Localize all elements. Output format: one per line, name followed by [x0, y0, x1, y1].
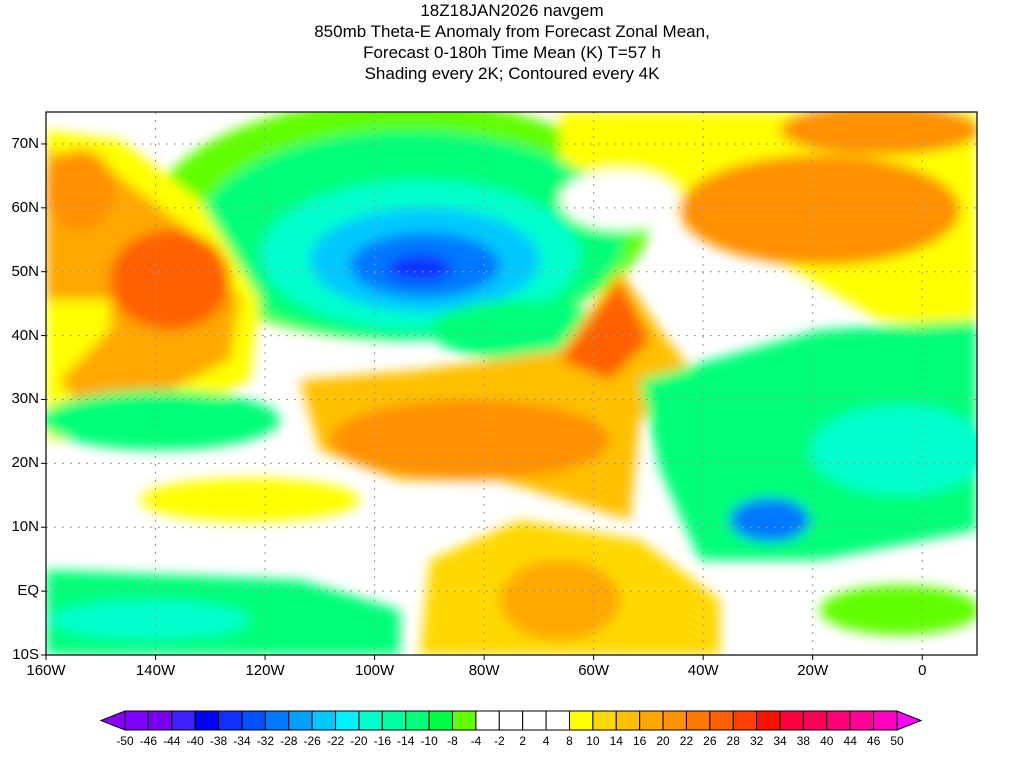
colorbar-label: -8 — [447, 734, 458, 748]
colorbar-swatch — [779, 710, 804, 731]
colorbar-swatch — [802, 710, 828, 731]
lon-label: 60W — [578, 662, 610, 679]
colorbar-label: -40 — [186, 734, 204, 748]
colorbar-label: -34 — [233, 734, 251, 748]
lon-label: 100W — [354, 662, 395, 679]
colorbar-swatch — [428, 710, 454, 731]
colorbar-swatch — [756, 710, 781, 731]
colorbar — [99, 710, 923, 731]
colorbar-label: -28 — [280, 734, 298, 748]
colorbar-swatch — [639, 710, 664, 731]
lon-label: 0 — [918, 662, 927, 679]
lon-label: 20W — [797, 662, 829, 679]
colorbar-swatch — [826, 710, 851, 731]
colorbar-swatch — [241, 710, 266, 731]
colorbar-label: -32 — [256, 734, 275, 748]
colorbar-swatch — [381, 710, 407, 731]
colorbar-low-arrow — [99, 710, 126, 731]
colorbar-label: 16 — [632, 734, 647, 748]
lon-label: 80W — [468, 662, 500, 679]
colorbar-label: -20 — [350, 734, 368, 748]
lat-label: 50N — [11, 262, 39, 280]
colorbar-label: 22 — [679, 734, 694, 748]
lat-label: 60N — [11, 198, 39, 216]
lat-label: 70N — [11, 134, 39, 152]
lon-label: 40W — [687, 662, 719, 679]
colorbar-swatch — [849, 710, 875, 731]
colorbar-label: -26 — [303, 734, 321, 748]
colorbar-label: 28 — [726, 734, 740, 748]
lon-label: 120W — [245, 662, 285, 679]
title-line-3: Forecast 0-180h Time Mean (K) T=57 h — [363, 43, 661, 62]
colorbar-label: 2 — [519, 734, 527, 748]
colorbar-swatch — [662, 710, 687, 731]
colorbar-swatch — [452, 710, 477, 731]
lat-label: 30N — [11, 390, 39, 408]
lat-label: 10N — [11, 518, 39, 536]
colorbar-swatch — [592, 710, 617, 731]
lon-label: 140W — [135, 662, 176, 679]
colorbar-label: 40 — [820, 734, 834, 748]
colorbar-label: -50 — [116, 734, 134, 748]
colorbar-high-arrow — [896, 710, 923, 731]
colorbar-swatch — [358, 710, 383, 731]
colorbar-swatch — [685, 710, 711, 731]
colorbar-swatch — [335, 710, 360, 731]
colorbar-swatch — [709, 710, 734, 731]
colorbar-label: 46 — [866, 734, 881, 748]
title-line-4: Shading every 2K; Contoured every 4K — [364, 64, 660, 83]
colorbar-label: -14 — [397, 734, 415, 748]
title-line-1: 18Z18JAN2026 navgem — [420, 1, 604, 20]
colorbar-label: 26 — [703, 734, 717, 748]
colorbar-label: -46 — [139, 734, 158, 748]
colorbar-swatch — [873, 710, 898, 731]
colorbar-swatch — [288, 710, 313, 731]
lat-label: 40N — [11, 326, 39, 344]
colorbar-label: -2 — [493, 734, 505, 748]
colorbar-label: -16 — [373, 734, 391, 748]
colorbar-swatch — [732, 710, 758, 731]
colorbar-label: 20 — [656, 734, 670, 748]
colorbar-swatch — [615, 710, 641, 731]
colorbar-label: -10 — [420, 734, 438, 748]
colorbar-label: 50 — [890, 734, 904, 748]
colorbar-swatch — [405, 710, 430, 731]
colorbar-swatch — [545, 710, 570, 731]
colorbar-label: -44 — [163, 734, 181, 748]
colorbar-swatch — [311, 710, 337, 731]
colorbar-label: 8 — [566, 734, 573, 748]
lat-label: 20N — [11, 454, 39, 472]
colorbar-swatch — [498, 710, 524, 731]
shaded-field — [46, 112, 977, 655]
colorbar-swatch — [568, 710, 594, 731]
colorbar-label: 32 — [749, 734, 764, 748]
colorbar-swatch — [522, 710, 547, 731]
lat-label: EQ — [17, 582, 39, 600]
title-line-2: 850mb Theta-E Anomaly from Forecast Zona… — [314, 22, 710, 41]
colorbar-label: 10 — [586, 734, 600, 748]
colorbar-swatch — [475, 710, 500, 731]
colorbar-label: 4 — [542, 734, 550, 748]
colorbar-label: -4 — [470, 734, 482, 748]
plot-frame — [45, 111, 978, 656]
lon-label: 160W — [26, 662, 66, 679]
colorbar-label: 44 — [843, 734, 857, 748]
colorbar-label: -38 — [209, 734, 228, 748]
lat-label: 10S — [12, 646, 39, 663]
colorbar-label: 34 — [773, 734, 787, 748]
colorbar-swatch — [171, 710, 196, 731]
colorbar-swatch — [218, 710, 243, 731]
colorbar-swatch — [264, 710, 290, 731]
colorbar-swatch — [124, 710, 149, 731]
colorbar-swatch — [147, 710, 173, 731]
map-title: 18Z18JAN2026 navgem 850mb Theta-E Anomal… — [0, 0, 1024, 84]
colorbar-label: -22 — [326, 734, 345, 748]
colorbar-label: 38 — [796, 734, 811, 748]
colorbar-label: 14 — [609, 734, 623, 748]
colorbar-swatch — [194, 710, 220, 731]
